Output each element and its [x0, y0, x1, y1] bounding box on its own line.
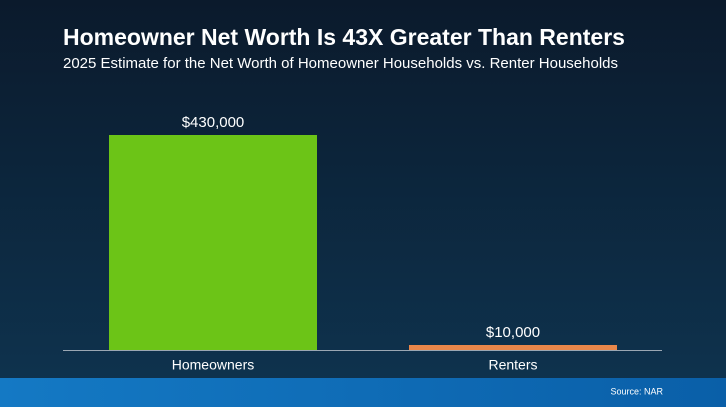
footer-strip: [0, 378, 726, 407]
chart-title: Homeowner Net Worth Is 43X Greater Than …: [63, 24, 625, 50]
bar: [409, 345, 617, 350]
bar: [109, 135, 317, 350]
source: Source: NAR: [610, 386, 663, 396]
chart-subtitle: 2025 Estimate for the Net Worth of Homeo…: [63, 55, 618, 72]
x-tick-label: Renters: [488, 357, 537, 373]
x-tick-label: Homeowners: [172, 357, 254, 373]
value-label: $430,000: [182, 114, 245, 131]
value-label: $10,000: [486, 324, 540, 341]
